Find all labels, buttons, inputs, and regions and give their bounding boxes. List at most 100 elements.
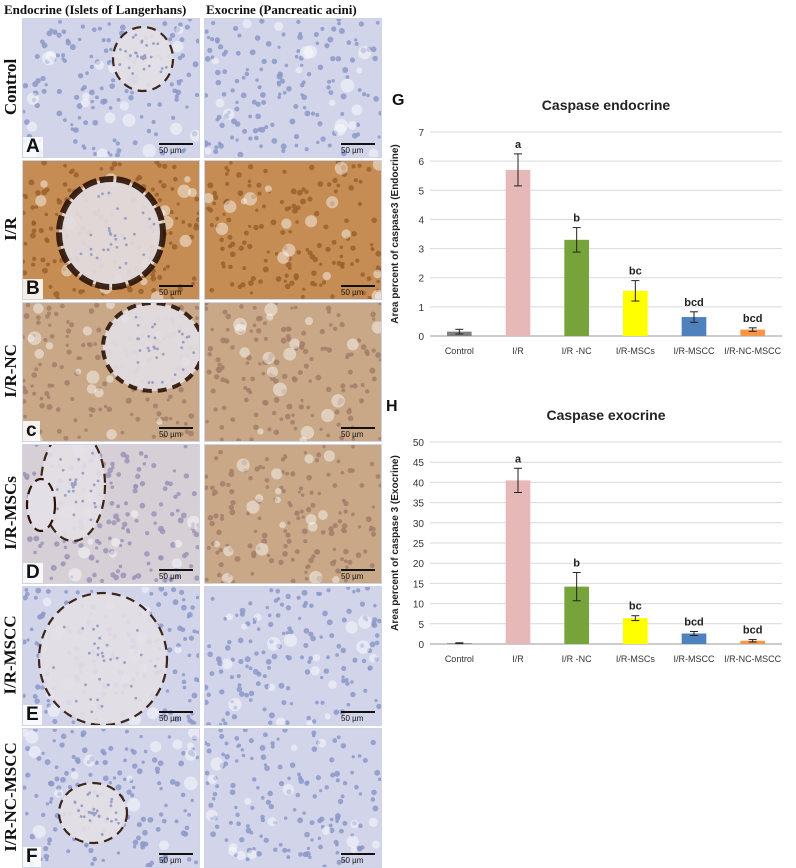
y-tick-label: 7 — [418, 128, 424, 139]
y-axis-label: Area percent of caspase3 (Endocrine) — [390, 144, 401, 324]
scale-bar-line — [341, 285, 375, 287]
scale-bar-label: 50 µm — [341, 856, 364, 865]
scale-bar-label: 50 µm — [341, 572, 364, 581]
row-label-2: I/R — [0, 160, 22, 298]
scale-bar-label: 50 µm — [341, 146, 364, 155]
row-label-text: I/R-NC-MSCC — [1, 742, 21, 852]
significance-label: bc — [629, 601, 642, 613]
y-tick-label: 5 — [418, 620, 424, 631]
scale-bar-label: 50 µm — [341, 288, 364, 297]
scale-bar-line — [159, 143, 193, 145]
significance-label: bcd — [684, 616, 704, 628]
exocrine-micrograph-1: 50 µm — [204, 18, 382, 158]
scale-bar-line — [159, 285, 193, 287]
scale-bar-label: 50 µm — [159, 714, 182, 723]
scale-bar-line — [341, 853, 375, 855]
row-label-4: I/R-MSCs — [0, 444, 22, 582]
scale-bar-line — [159, 569, 193, 571]
y-tick-label: 6 — [418, 157, 424, 168]
bar-2 — [505, 480, 531, 644]
scale-bar-label: 50 µm — [341, 430, 364, 439]
endocrine-micrograph-1: 50 µm A — [22, 18, 200, 158]
chart-title: Caspase endocrine — [542, 97, 671, 113]
bar-chart-1: Caspase endocrine 0 1 2 3 4 5 6 7 Area percent of… — [384, 90, 790, 375]
y-tick-label: 40 — [413, 478, 425, 489]
x-tick-label: I/R-MSCs — [616, 346, 655, 356]
chart-svg: Caspase endocrine 0 1 2 3 4 5 6 7 Area percent of… — [390, 97, 782, 356]
exocrine-micrograph-3: 50 µm — [204, 302, 382, 442]
chart-letter-g: G — [392, 92, 405, 109]
significance-label: bcd — [743, 625, 763, 637]
significance-label: a — [515, 139, 522, 151]
scale-bar-label: 50 µm — [159, 288, 182, 297]
significance-label: b — [573, 557, 580, 569]
chart-svg: Caspase exocrine 0 5 10 15 20 25 30 35 40 45 50 Area… — [390, 407, 782, 664]
endocrine-micrograph-3: 50 µm c — [22, 302, 200, 442]
row-label-text: I/R-NC — [1, 344, 20, 398]
y-tick-label: 4 — [418, 215, 424, 226]
y-axis-label: Area percent of caspase 3 (Exocrine) — [390, 455, 401, 631]
scale-bar-label: 50 µm — [159, 430, 182, 439]
scale-bar: 50 µm — [159, 711, 193, 723]
panel-letter: c — [23, 421, 40, 441]
exocrine-micrograph-6: 50 µm — [204, 728, 382, 868]
panel-letter: D — [23, 563, 43, 583]
bar-3 — [564, 239, 589, 336]
scale-bar: 50 µm — [341, 853, 375, 865]
row-label-text: Control — [1, 58, 21, 116]
panel-letter: E — [23, 705, 42, 725]
scale-bar-line — [341, 427, 375, 429]
bar-chart-2: Caspase exocrine 0 5 10 15 20 25 30 35 40 45 50 Area… — [384, 400, 790, 683]
scale-bar: 50 µm — [159, 285, 193, 297]
bar-5 — [681, 317, 707, 336]
scale-bar-label: 50 µm — [159, 146, 182, 155]
scale-bar: 50 µm — [341, 285, 375, 297]
scale-bar: 50 µm — [341, 569, 375, 581]
scale-bar: 50 µm — [159, 853, 193, 865]
y-tick-label: 0 — [418, 332, 424, 343]
scale-bar-line — [341, 569, 375, 571]
endocrine-micrograph-5: 50 µm E — [22, 586, 200, 726]
y-tick-label: 15 — [413, 579, 425, 590]
significance-label: bcd — [684, 297, 704, 309]
panel-letter: A — [23, 137, 43, 157]
scale-bar: 50 µm — [159, 569, 193, 581]
x-tick-label: I/R-NC-MSCC — [724, 654, 781, 664]
endocrine-micrograph-2: 50 µm B — [22, 160, 200, 300]
exocrine-micrograph-2: 50 µm — [204, 160, 382, 300]
y-tick-label: 30 — [413, 519, 425, 530]
significance-label: b — [573, 213, 580, 225]
chart-title: Caspase exocrine — [546, 407, 665, 423]
row-label-1: Control — [0, 18, 22, 156]
row-label-6: I/R-NC-MSCC — [0, 728, 22, 866]
scale-bar-line — [159, 853, 193, 855]
y-tick-label: 25 — [413, 539, 425, 550]
y-tick-label: 3 — [418, 245, 424, 256]
y-tick-label: 45 — [413, 458, 425, 469]
significance-label: bcd — [743, 313, 763, 325]
x-tick-label: I/R-MSCC — [674, 346, 715, 356]
bar-4 — [623, 618, 648, 644]
row-label-text: I/R-MSCs — [1, 476, 21, 550]
endocrine-micrograph-6: 50 µm F — [22, 728, 200, 868]
bar-6 — [740, 329, 765, 336]
significance-label: a — [515, 453, 522, 465]
x-tick-label: Control — [445, 654, 474, 664]
row-label-text: I/R-MSCC — [1, 615, 20, 695]
y-tick-label: 35 — [413, 499, 425, 510]
panel-letter: B — [23, 279, 43, 299]
endocrine-micrograph-4: 50 µm D — [22, 444, 200, 584]
x-tick-label: I/R -NC — [562, 346, 592, 356]
y-tick-label: 10 — [413, 600, 425, 611]
row-label-text: I/R — [1, 217, 20, 241]
scale-bar: 50 µm — [159, 427, 193, 439]
y-tick-label: 0 — [418, 640, 424, 651]
scale-bar-line — [159, 427, 193, 429]
scale-bar: 50 µm — [341, 143, 375, 155]
scale-bar-line — [341, 711, 375, 713]
exocrine-micrograph-4: 50 µm — [204, 444, 382, 584]
y-tick-label: 50 — [413, 438, 425, 449]
scale-bar-line — [159, 711, 193, 713]
x-tick-label: I/R — [512, 346, 524, 356]
scale-bar: 50 µm — [341, 427, 375, 439]
